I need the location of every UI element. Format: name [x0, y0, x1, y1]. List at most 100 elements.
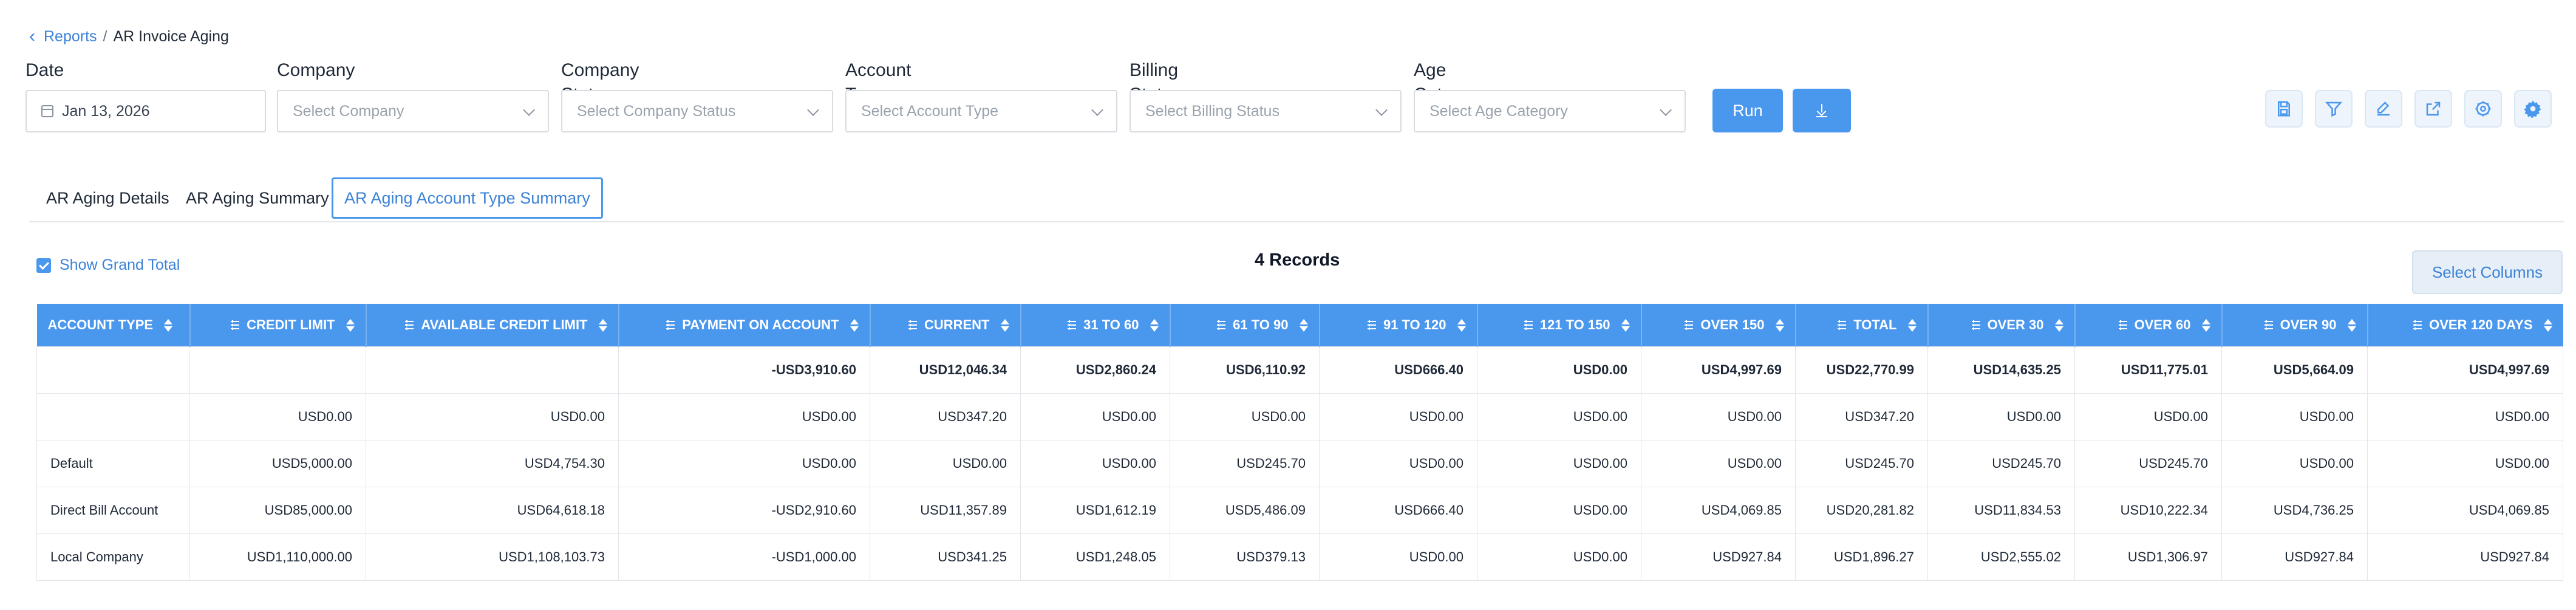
advanced-settings-button[interactable] — [2514, 90, 2552, 128]
sort-icon[interactable] — [850, 318, 859, 332]
sort-icon[interactable] — [1150, 318, 1159, 332]
save-icon — [2278, 101, 2290, 117]
column-header-label: OVER 60 — [2134, 317, 2191, 332]
select-columns-button[interactable]: Select Columns — [2412, 250, 2563, 294]
column-header[interactable]: 121 TO 150 — [1477, 304, 1642, 347]
date-label: Date — [26, 60, 64, 80]
table-cell: USD5,486.09 — [1170, 487, 1320, 534]
table-cell: USD245.70 — [2074, 440, 2222, 487]
table-cell — [366, 346, 619, 394]
account-type-select[interactable]: Select Account Type — [845, 90, 1117, 132]
column-header[interactable]: OVER 90 — [2221, 304, 2368, 347]
save-button[interactable] — [2265, 90, 2303, 128]
download-button[interactable] — [1793, 89, 1851, 132]
filter-icon — [2325, 101, 2343, 117]
sort-icon[interactable] — [164, 318, 173, 332]
sort-icon[interactable] — [1775, 318, 1784, 332]
account-type-filter: Account Type Select Account Type — [845, 58, 1117, 132]
date-input[interactable]: Jan 13, 2026 — [26, 90, 266, 132]
company-placeholder: Select Company — [293, 102, 404, 120]
breadcrumb-separator: / — [103, 27, 107, 45]
table-cell: USD347.20 — [870, 393, 1021, 440]
table-cell: USD0.00 — [1319, 393, 1477, 440]
age-category-filter: Age Category Select Age Category — [1414, 58, 1686, 132]
company-select[interactable]: Select Company — [277, 90, 549, 132]
sort-icon[interactable] — [2201, 318, 2210, 332]
column-header[interactable]: CREDIT LIMIT — [189, 304, 367, 347]
column-header[interactable]: OVER 150 — [1641, 304, 1796, 347]
column-drag-icon — [1971, 319, 1981, 331]
sort-icon[interactable] — [1000, 318, 1009, 332]
sort-icon[interactable] — [1299, 318, 1308, 332]
settings-button[interactable] — [2464, 90, 2502, 128]
breadcrumb-reports-link[interactable]: Reports — [44, 27, 97, 45]
account-type-placeholder: Select Account Type — [861, 102, 999, 120]
chevron-left-icon[interactable]: ‹ — [29, 26, 35, 46]
table-cell: USD4,754.30 — [366, 440, 619, 487]
company-status-label: Company Status — [561, 60, 639, 105]
column-header[interactable]: 61 TO 90 — [1170, 304, 1320, 347]
company-status-select[interactable]: Select Company Status — [561, 90, 833, 132]
table-cell: USD85,000.00 — [189, 487, 366, 534]
sort-icon[interactable] — [2054, 318, 2063, 332]
show-grand-total-toggle[interactable]: Show Grand Total — [36, 256, 180, 274]
calendar-icon — [41, 105, 53, 117]
age-category-placeholder: Select Age Category — [1429, 102, 1568, 120]
column-header-label: OVER 90 — [2280, 317, 2337, 332]
table-cell: USD245.70 — [1927, 440, 2075, 487]
table-cell: USD0.00 — [2221, 440, 2368, 487]
table-cell: USD0.00 — [1477, 393, 1641, 440]
column-header[interactable]: 31 TO 60 — [1020, 304, 1171, 347]
column-header[interactable]: CURRENT — [870, 304, 1021, 347]
tab-ar-aging-summary[interactable]: AR Aging Summary — [186, 188, 329, 207]
table-cell: USD4,997.69 — [1641, 346, 1796, 394]
column-drag-icon — [404, 319, 415, 331]
table-cell: Local Company — [36, 533, 190, 581]
chevron-down-icon — [1091, 104, 1103, 116]
download-icon — [1815, 103, 1828, 118]
column-header[interactable]: AVAILABLE CREDIT LIMIT — [366, 304, 619, 347]
table-cell: USD6,110.92 — [1170, 346, 1320, 394]
company-label: Company — [277, 60, 355, 80]
date-value: Jan 13, 2026 — [62, 102, 150, 120]
column-header[interactable]: ACCOUNT TYPE — [36, 304, 191, 347]
table-row: USD0.00 USD0.00 USD0.00 USD347.20 USD0.00 USD… — [36, 393, 2563, 440]
sort-icon[interactable] — [598, 318, 607, 332]
sort-icon[interactable] — [1907, 318, 1917, 332]
age-category-select[interactable]: Select Age Category — [1414, 90, 1686, 132]
table-header-row: ACCOUNT TYPE CREDIT LIMIT AVAILABLE CREDIT… — [36, 304, 2563, 347]
column-header[interactable]: TOTAL — [1795, 304, 1929, 347]
table-body: -USD3,910.60 USD12,046.34 USD2,860.24 USD6,… — [36, 346, 2563, 581]
column-header[interactable]: PAYMENT ON ACCOUNT — [618, 304, 871, 347]
column-header[interactable]: OVER 120 DAYS — [2367, 304, 2563, 347]
sort-icon[interactable] — [346, 318, 355, 332]
checkbox-checked-icon[interactable] — [36, 258, 51, 273]
edit-button[interactable] — [2365, 90, 2402, 128]
table-cell: USD0.00 — [870, 440, 1021, 487]
filter-button[interactable] — [2315, 90, 2353, 128]
billing-status-select[interactable]: Select Billing Status — [1130, 90, 1402, 132]
table-cell: -USD1,000.00 — [618, 533, 870, 581]
show-grand-total-label: Show Grand Total — [60, 256, 180, 273]
sort-icon[interactable] — [2543, 318, 2552, 332]
sort-icon[interactable] — [2347, 318, 2356, 332]
column-drag-icon — [2118, 319, 2128, 331]
table-cell: USD0.00 — [1319, 533, 1477, 581]
column-header[interactable]: OVER 30 — [1927, 304, 2076, 347]
company-filter: Company Select Company — [277, 58, 549, 132]
tab-ar-aging-account-type-summary[interactable]: AR Aging Account Type Summary — [332, 177, 603, 219]
column-header-label: TOTAL — [1853, 317, 1897, 332]
sort-icon[interactable] — [1457, 318, 1466, 332]
tab-ar-aging-details[interactable]: AR Aging Details — [46, 188, 169, 207]
table-cell: -USD2,910.60 — [618, 487, 870, 534]
table-cell: USD4,069.85 — [1641, 487, 1796, 534]
table-row: Local Company USD1,110,000.00 USD1,108,103… — [36, 533, 2563, 581]
column-drag-icon — [1523, 319, 1534, 331]
sort-icon[interactable] — [1621, 318, 1630, 332]
column-header[interactable]: OVER 60 — [2074, 304, 2223, 347]
table-cell: USD0.00 — [1927, 393, 2075, 440]
grand-total-row: -USD3,910.60 USD12,046.34 USD2,860.24 USD6,… — [36, 346, 2563, 394]
run-button[interactable]: Run — [1712, 89, 1783, 132]
export-button[interactable] — [2414, 90, 2452, 128]
column-header[interactable]: 91 TO 120 — [1319, 304, 1478, 347]
